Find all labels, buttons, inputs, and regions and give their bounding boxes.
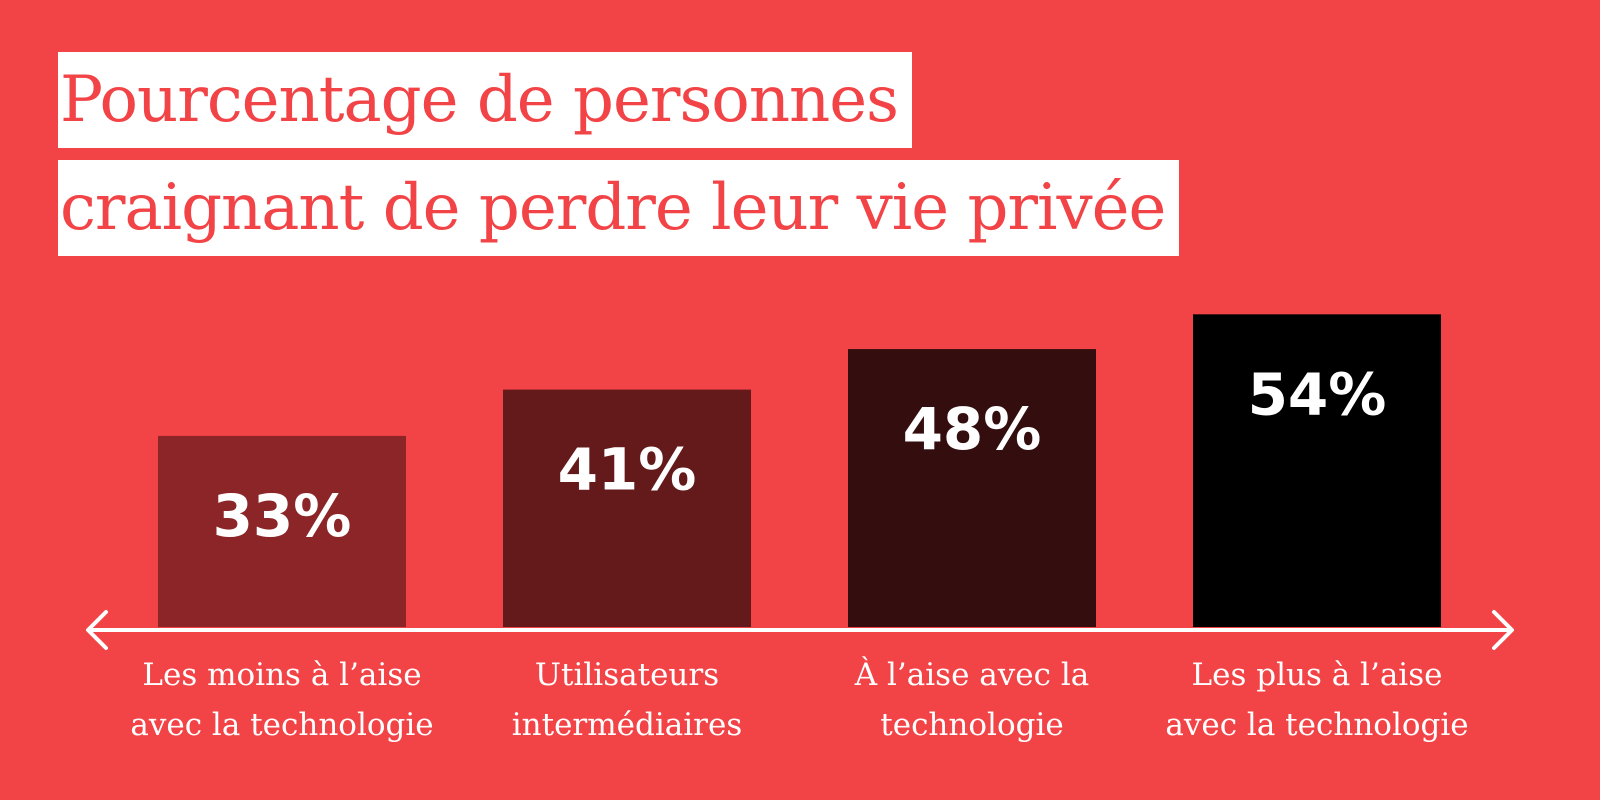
- bars: 33% 41% 48% 54%: [158, 314, 1441, 627]
- bar-value-label-3: 48%: [903, 395, 1042, 463]
- category-label-1-line-2: avec la technologie: [130, 707, 433, 743]
- category-label-2: Utilisateurs intermédiaires: [512, 657, 742, 743]
- category-label-1: Les moins à l’aise avec la technologie: [130, 657, 433, 743]
- bar-value-label-1: 33%: [213, 482, 352, 550]
- category-label-2-line-2: intermédiaires: [512, 707, 742, 743]
- category-label-3: À l’aise avec la technologie: [854, 655, 1089, 743]
- category-label-4: Les plus à l’aise avec la technologie: [1165, 657, 1468, 743]
- chart-title-line-1: Pourcentage de personnes: [58, 52, 912, 148]
- category-label-4-line-2: avec la technologie: [1165, 707, 1468, 743]
- bar-3: [848, 349, 1096, 627]
- category-label-3-line-1: À l’aise avec la: [854, 655, 1089, 693]
- category-label-1-line-1: Les moins à l’aise: [142, 657, 421, 693]
- bar-2: [503, 389, 751, 627]
- bar-value-label-2: 41%: [558, 436, 697, 504]
- category-label-3-line-2: technologie: [880, 707, 1063, 743]
- arrow-left-icon: [86, 610, 108, 650]
- category-labels: Les moins à l’aise avec la technologie Uti…: [130, 655, 1468, 743]
- bar-1: [158, 435, 406, 627]
- bar-value-label-4: 54%: [1248, 360, 1387, 428]
- chart-title-line-2: craignant de perdre leur vie privée: [58, 160, 1180, 256]
- category-label-2-line-1: Utilisateurs: [535, 657, 719, 693]
- arrow-right-icon: [1492, 610, 1514, 650]
- category-label-4-line-1: Les plus à l’aise: [1192, 657, 1443, 693]
- bar-4: [1193, 314, 1441, 627]
- x-axis: [86, 610, 1514, 650]
